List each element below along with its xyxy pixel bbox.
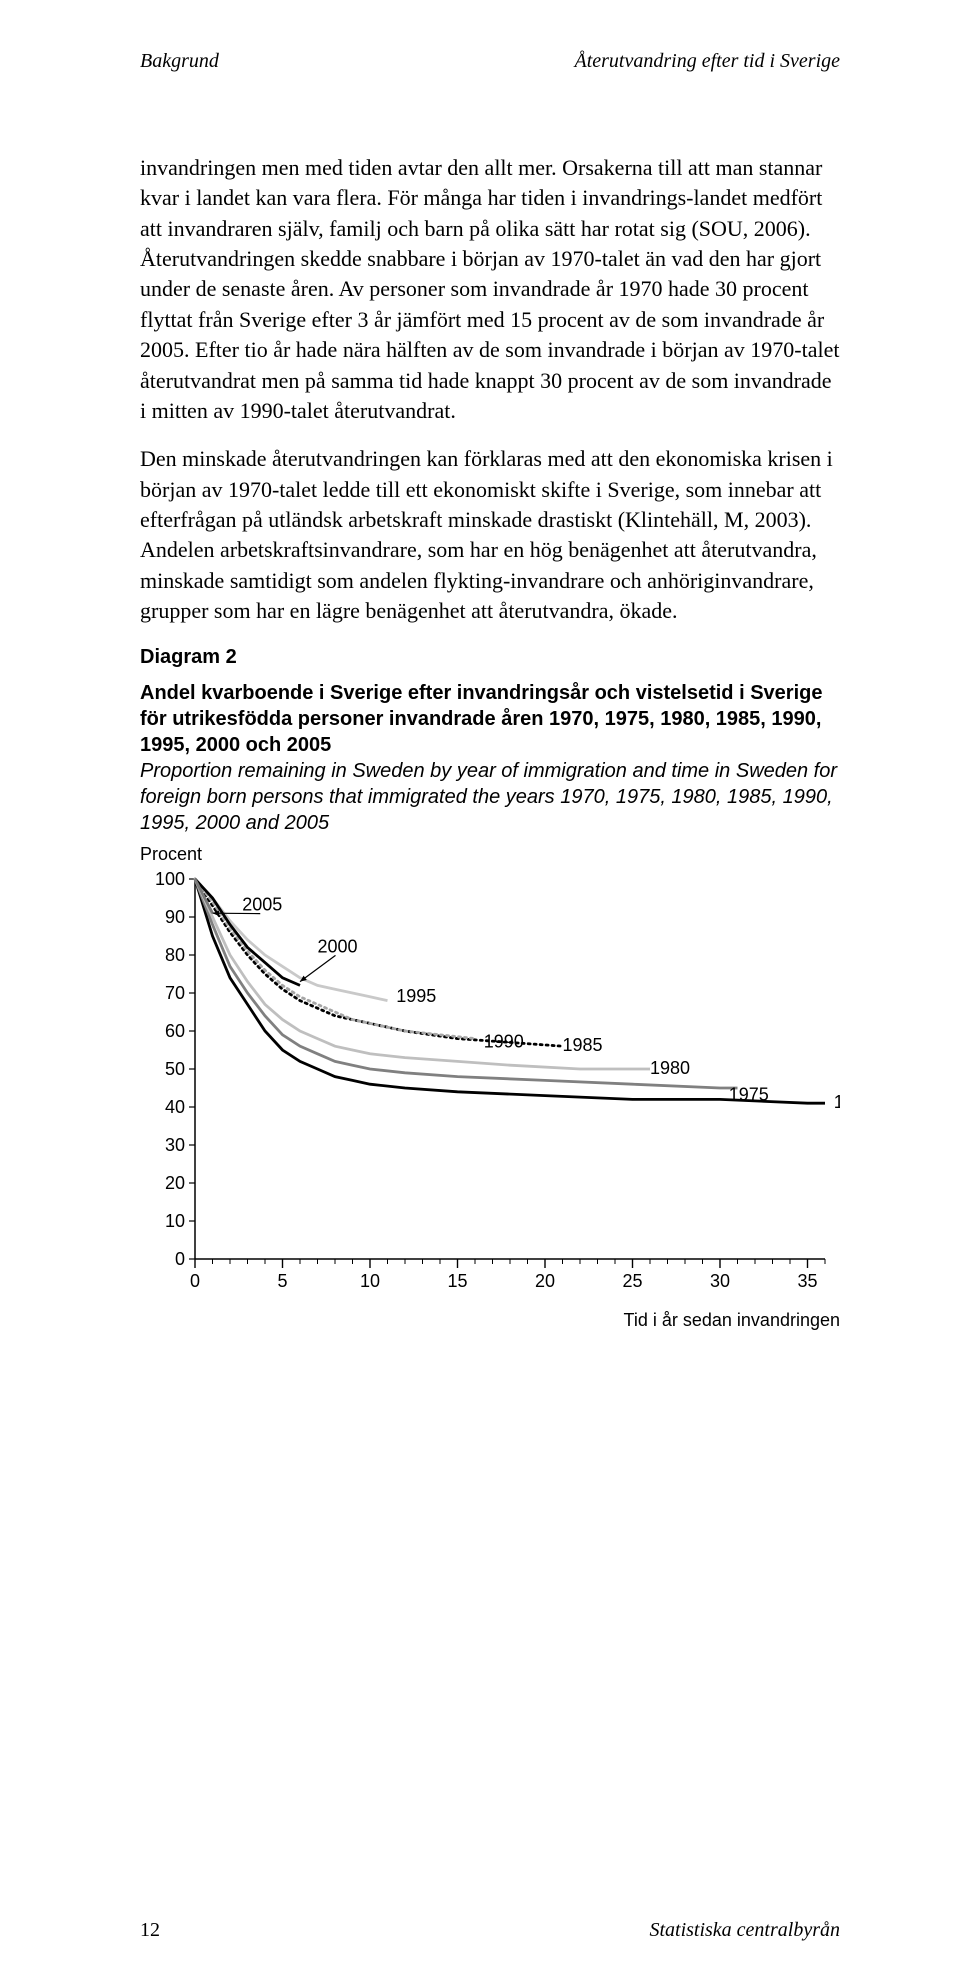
diagram-label: Diagram 2 bbox=[140, 644, 840, 670]
header-right: Återutvandring efter tid i Sverige bbox=[575, 50, 841, 73]
diagram-title-sv: Andel kvarboende i Sverige efter invandr… bbox=[140, 680, 840, 758]
page-number: 12 bbox=[140, 1919, 160, 1942]
paragraph-2: Den minskade återutvandringen kan förkla… bbox=[140, 444, 840, 626]
svg-text:60: 60 bbox=[165, 1021, 185, 1041]
running-header: Bakgrund Återutvandring efter tid i Sver… bbox=[140, 50, 840, 73]
footer-source: Statistiska centralbyrån bbox=[649, 1919, 840, 1942]
svg-text:0: 0 bbox=[175, 1249, 185, 1269]
diagram-title-en: Proportion remaining in Sweden by year o… bbox=[140, 758, 840, 836]
svg-text:1980: 1980 bbox=[650, 1058, 690, 1078]
svg-text:20: 20 bbox=[165, 1173, 185, 1193]
svg-text:1990: 1990 bbox=[484, 1032, 524, 1052]
svg-text:5: 5 bbox=[277, 1271, 287, 1291]
svg-text:70: 70 bbox=[165, 983, 185, 1003]
svg-text:1970: 1970 bbox=[834, 1093, 840, 1113]
remaining-chart: 0 10 20 30 40 50 60 70 80 90 100 0 5 10 15 20 25 30 35 1970… bbox=[140, 869, 840, 1299]
svg-text:10: 10 bbox=[360, 1271, 380, 1291]
svg-text:30: 30 bbox=[710, 1271, 730, 1291]
svg-text:90: 90 bbox=[165, 907, 185, 927]
svg-text:35: 35 bbox=[797, 1271, 817, 1291]
svg-text:2005: 2005 bbox=[242, 895, 282, 915]
header-left: Bakgrund bbox=[140, 50, 219, 73]
svg-text:20: 20 bbox=[535, 1271, 555, 1291]
svg-text:1995: 1995 bbox=[396, 986, 436, 1006]
svg-text:1975: 1975 bbox=[729, 1085, 769, 1105]
page-footer: 12 Statistiska centralbyrån bbox=[140, 1919, 840, 1942]
y-axis-label: Procent bbox=[140, 844, 840, 865]
paragraph-1: invandringen men med tiden avtar den all… bbox=[140, 153, 840, 426]
svg-text:10: 10 bbox=[165, 1211, 185, 1231]
svg-text:25: 25 bbox=[622, 1271, 642, 1291]
svg-text:15: 15 bbox=[447, 1271, 467, 1291]
svg-text:40: 40 bbox=[165, 1097, 185, 1117]
x-axis-label: Tid i år sedan invandringen bbox=[140, 1310, 840, 1331]
svg-text:0: 0 bbox=[190, 1271, 200, 1291]
svg-text:2000: 2000 bbox=[318, 937, 358, 957]
svg-text:30: 30 bbox=[165, 1135, 185, 1155]
svg-text:100: 100 bbox=[155, 869, 185, 889]
svg-text:50: 50 bbox=[165, 1059, 185, 1079]
svg-text:80: 80 bbox=[165, 945, 185, 965]
svg-text:1985: 1985 bbox=[563, 1036, 603, 1056]
